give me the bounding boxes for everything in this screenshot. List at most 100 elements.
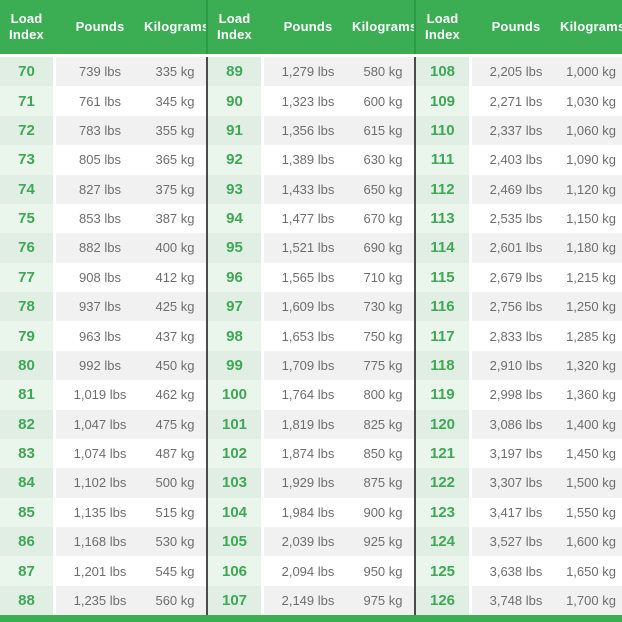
pounds-cell: 1,323 lbs: [281, 93, 335, 109]
pounds-cell: 3,307 lbs: [472, 468, 560, 498]
table-row: 87 1,201 lbs 545 kg: [0, 556, 206, 586]
pounds-cell: 2,601 lbs: [472, 233, 560, 263]
pounds-cell: 1,709 lbs: [264, 350, 352, 381]
table-row: 86 1,168 lbs 530 kg: [0, 527, 206, 557]
load-index-cell: 104: [208, 497, 261, 527]
table-row: 91 1,356 lbs 615 kg: [208, 115, 414, 146]
pounds-cell: 1,565 lbs: [281, 269, 335, 285]
load-index-cell: 120: [416, 409, 469, 439]
load-index-cell: 118: [416, 350, 469, 381]
kilograms-cell: 1,285 kg: [566, 328, 616, 344]
table-row: 118 2,910 lbs 1,320 kg: [416, 350, 622, 381]
pounds-cell: 1,168 lbs: [56, 527, 144, 557]
table-row: 96 1,565 lbs 710 kg: [208, 262, 414, 292]
table-row: 98 1,653 lbs 750 kg: [208, 321, 414, 351]
pounds-cell: 1,019 lbs: [73, 387, 127, 403]
load-index-cell: 101: [208, 409, 261, 439]
kilograms-cell: 412 kg: [155, 269, 195, 285]
pounds-cell: 3,638 lbs: [489, 563, 543, 579]
pounds-cell: 2,149 lbs: [264, 585, 352, 616]
load-index-cell: 119: [416, 380, 469, 410]
bottom-accent-bar: [0, 615, 622, 622]
load-index-cell: 124: [416, 527, 469, 557]
table-row: 94 1,477 lbs 670 kg: [208, 203, 414, 234]
kilograms-cell: 1,150 kg: [566, 211, 616, 227]
kilograms-cell: 825 kg: [352, 409, 414, 439]
table-row: 115 2,679 lbs 1,215 kg: [416, 262, 622, 292]
pounds-cell: 1,819 lbs: [264, 409, 352, 439]
load-index-cell: 116: [416, 292, 469, 322]
load-index-cell: 75: [0, 203, 53, 234]
load-index-cell: 112: [416, 174, 469, 204]
load-index-cell: 123: [416, 497, 469, 527]
load-index-cell: 83: [0, 438, 53, 469]
load-index-cell: 98: [208, 321, 261, 351]
load-index-cell: 72: [0, 115, 53, 146]
kilograms-cell: 487 kg: [155, 446, 195, 462]
load-index-cell: 103: [208, 468, 261, 498]
load-index-cell: 126: [416, 585, 469, 616]
table-row: 106 2,094 lbs 950 kg: [208, 556, 414, 586]
kilograms-cell: 580 kg: [352, 57, 414, 87]
kilograms-cell: 1,360 kg: [566, 387, 616, 403]
kilograms-cell: 545 kg: [155, 563, 195, 579]
table-header: Load Index Pounds Kilograms: [206, 0, 418, 54]
table-row: 75 853 lbs 387 kg: [0, 203, 206, 234]
load-index-cell: 97: [208, 292, 261, 322]
load-index-cell: 100: [208, 380, 261, 410]
kilograms-cell: 1,090 kg: [566, 152, 616, 168]
kilograms-cell: 1,000 kg: [560, 57, 622, 87]
table-row: 81 1,019 lbs 462 kg: [0, 380, 206, 410]
load-index-cell: 125: [416, 556, 469, 586]
kilograms-cell: 975 kg: [352, 585, 414, 616]
kilograms-cell: 475 kg: [144, 409, 206, 439]
kilograms-cell: 515 kg: [155, 504, 195, 520]
kilograms-cell: 1,700 kg: [560, 585, 622, 616]
table-row: 73 805 lbs 365 kg: [0, 145, 206, 175]
load-index-cell: 94: [208, 203, 261, 234]
pounds-cell: 1,201 lbs: [73, 563, 127, 579]
table-header: Load Index Pounds Kilograms: [414, 0, 622, 54]
pounds-cell: 1,874 lbs: [281, 446, 335, 462]
pounds-cell: 2,679 lbs: [489, 269, 543, 285]
pounds-cell: 992 lbs: [56, 350, 144, 381]
pounds-cell: 2,271 lbs: [489, 93, 543, 109]
load-index-cell: 96: [208, 262, 261, 292]
load-index-cell: 76: [0, 233, 53, 263]
table-header: Load Index Pounds Kilograms: [0, 0, 209, 54]
load-index-cell: 88: [0, 585, 53, 616]
load-index-cell: 95: [208, 233, 261, 263]
pounds-cell: 908 lbs: [79, 269, 121, 285]
pounds-cell: 853 lbs: [79, 211, 121, 227]
load-index-cell: 102: [208, 438, 261, 469]
kilograms-cell: 400 kg: [144, 233, 206, 263]
load-index-cell: 99: [208, 350, 261, 381]
pounds-cell: 1,102 lbs: [56, 468, 144, 498]
table-row: 116 2,756 lbs 1,250 kg: [416, 292, 622, 322]
table-row: 109 2,271 lbs 1,030 kg: [416, 86, 622, 116]
pounds-cell: 1,609 lbs: [264, 292, 352, 322]
table-row: 78 937 lbs 425 kg: [0, 292, 206, 322]
pounds-cell: 2,833 lbs: [489, 328, 543, 344]
load-index-cell: 92: [208, 145, 261, 175]
table-row: 88 1,235 lbs 560 kg: [0, 585, 206, 616]
load-index-cell: 122: [416, 468, 469, 498]
load-index-cell: 93: [208, 174, 261, 204]
kilograms-cell: 365 kg: [155, 152, 195, 168]
pounds-cell: 805 lbs: [79, 152, 121, 168]
kilograms-cell: 1,120 kg: [560, 174, 622, 204]
kilograms-cell: 710 kg: [363, 269, 403, 285]
load-index-cell: 113: [416, 203, 469, 234]
kilograms-cell: 950 kg: [363, 563, 403, 579]
load-index-cell: 121: [416, 438, 469, 469]
kilograms-cell: 1,550 kg: [566, 504, 616, 520]
pounds-cell: 2,403 lbs: [489, 152, 543, 168]
pounds-cell: 3,417 lbs: [489, 504, 543, 520]
table-row: 83 1,074 lbs 487 kg: [0, 438, 206, 469]
header-load-index: Load Index: [9, 10, 44, 42]
kilograms-cell: 1,650 kg: [566, 563, 616, 579]
header-load-index: Load Index: [425, 10, 460, 42]
pounds-cell: 761 lbs: [79, 93, 121, 109]
table-row: 104 1,984 lbs 900 kg: [208, 497, 414, 527]
header-kilograms: Kilograms: [352, 18, 418, 34]
